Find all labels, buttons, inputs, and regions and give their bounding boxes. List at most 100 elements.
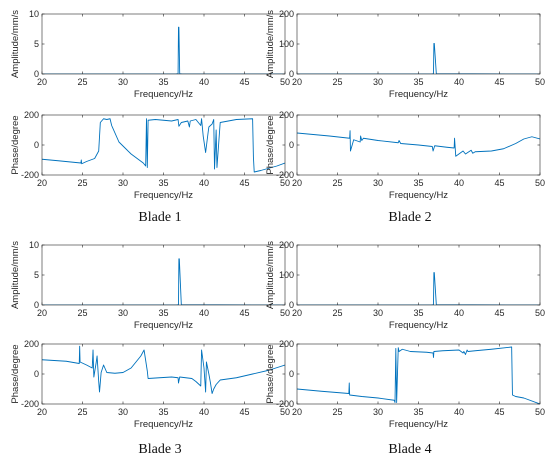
series-line-b4-amp [297, 272, 540, 305]
x-tick-label-b1-amp: 25 [77, 77, 87, 87]
x-tick-label-b3-phase: 45 [239, 407, 249, 417]
caption-blade-2: Blade 2 [388, 210, 431, 225]
x-tick-label-b3-phase: 30 [118, 407, 128, 417]
y-tick-label-b2-amp: 100 [279, 39, 294, 49]
x-tick-label-b3-amp: 35 [158, 308, 168, 318]
x-tick-label-b3-phase: 25 [77, 407, 87, 417]
plot-panels: 20 25 30 35 40 45 500510Frequency/HzAmplitude/… [10, 9, 545, 430]
x-tick-label-b2-phase: 30 [373, 178, 383, 188]
x-tick-label-b2-amp: 30 [373, 77, 383, 87]
x-tick-label-b4-phase: 35 [413, 407, 423, 417]
x-tick-label-b4-phase: 50 [535, 407, 545, 417]
x-axis-label-b2-amp: Frequency/Hz [389, 89, 448, 100]
y-tick-label-b3-phase: 0 [34, 369, 39, 379]
x-tick-label-b2-phase: 50 [535, 178, 545, 188]
panel-b2-amp: 20 25 30 35 40 45 50 0 100 200 Frequency/Hz Amplitu… [265, 9, 545, 100]
x-tick-label-b3-phase: 50 [280, 407, 290, 417]
y-tick-label-b1-phase: 200 [24, 110, 39, 120]
y-tick-label-b4-phase: -200 [276, 399, 294, 409]
y-tick-label-b4-amp: 100 [279, 270, 294, 280]
x-tick-label-b3-amp: 30 [118, 308, 128, 318]
y-axis-label-b4-phase: Phase/degree [265, 344, 276, 403]
x-tick-label-b2-amp: 25 [332, 77, 342, 87]
series-line-b4-phase [297, 346, 540, 404]
x-tick-label-b4-amp: 45 [494, 308, 504, 318]
y-tick-label-b2-amp: 200 [279, 9, 294, 19]
axes-box-b3-phase [41, 343, 286, 405]
x-tick-label-b3-phase: 20 [37, 407, 47, 417]
caption-blade-4: Blade 4 [388, 442, 431, 457]
x-tick-label-b1-amp: 40 [199, 77, 209, 87]
x-tick-label-b1-phase: 50 [280, 178, 290, 188]
y-tick-label-b2-amp: 0 [289, 69, 294, 79]
y-axis-label-b3-amp: Amplitude/mm/s [10, 241, 21, 309]
y-tick-label-b4-phase: 0 [289, 369, 294, 379]
y-tick-label-b3-phase: -200 [21, 399, 39, 409]
x-tick-label-b3-phase: 35 [158, 407, 168, 417]
x-tick-label-b1-phase: 40 [199, 178, 209, 188]
y-tick-label-b4-amp: 200 [279, 240, 294, 250]
x-tick-label-b1-amp: 20 [37, 77, 47, 87]
x-tick-label-b1-phase: 30 [118, 178, 128, 188]
x-tick-label-b2-amp: 45 [494, 77, 504, 87]
y-axis-label-b4-amp: Amplitude/mm/s [265, 241, 276, 309]
x-tick-label-b3-amp: 20 [37, 308, 47, 318]
x-tick-label-b1-amp: 30 [118, 77, 128, 87]
x-tick-label-b4-amp: 50 [535, 308, 545, 318]
x-tick-label-b3-amp: 25 [77, 308, 87, 318]
axes-box-b2-amp [296, 13, 541, 75]
y-axis-label-b2-phase: Phase/degree [265, 115, 276, 174]
x-tick-label-b4-amp: 35 [413, 308, 423, 318]
y-tick-label-b1-phase: 0 [34, 140, 39, 150]
series-line-b1-amp [42, 26, 285, 74]
x-tick-label-b2-amp: 50 [535, 77, 545, 87]
y-axis-label-b1-phase: Phase/degree [10, 115, 21, 174]
y-tick-label-b1-amp: 0 [34, 69, 39, 79]
panel-b4-phase: 20 25 30 35 40 45 50-2000200Frequency/HzPhase/… [265, 339, 545, 430]
x-tick-label-b4-amp: 40 [454, 308, 464, 318]
x-tick-label-b4-phase: 20 [292, 407, 302, 417]
y-tick-label-b1-phase: -200 [21, 170, 39, 180]
axes-box-b1-phase [41, 114, 286, 176]
x-tick-label-b4-phase: 25 [332, 407, 342, 417]
x-tick-label-b4-phase: 30 [373, 407, 383, 417]
x-tick-label-b2-amp: 20 [292, 77, 302, 87]
x-tick-label-b2-amp: 35 [413, 77, 423, 87]
x-tick-label-b4-amp: 20 [292, 308, 302, 318]
x-axis-label-b1-amp: Frequency/Hz [134, 89, 193, 100]
x-tick-label-b2-phase: 40 [454, 178, 464, 188]
y-axis-label-b2-amp: Amplitude/mm/s [265, 10, 276, 78]
x-tick-label-b3-phase: 40 [199, 407, 209, 417]
axes-box-b3-amp [41, 244, 286, 306]
panel-b4-amp: 20 25 30 35 40 45 500100200Frequency/HzAmplitu… [265, 240, 545, 331]
caption-blade-3: Blade 3 [138, 442, 181, 457]
x-tick-label-b1-phase: 25 [77, 178, 87, 188]
panel-b3-phase: 20 25 30 35 40 45 50 -200 0 200 Frequency/Hz Phase/… [10, 339, 290, 430]
x-axis-label-b1-phase: Frequency/Hz [134, 190, 193, 201]
panel-b3-amp: 20 25 30 35 40 45 50 0 5 10 Frequency/Hz Amplitude/… [10, 240, 290, 331]
axes-box-b4-phase [296, 343, 541, 405]
x-tick-label-b1-phase: 45 [239, 178, 249, 188]
y-tick-label-b2-phase: -200 [276, 170, 294, 180]
x-tick-label-b1-phase: 20 [37, 178, 47, 188]
y-tick-label-b3-phase: 200 [24, 339, 39, 349]
y-tick-label-b2-phase: 200 [279, 110, 294, 120]
x-axis-label-b2-phase: Frequency/Hz [389, 190, 448, 201]
series-line-b3-amp [42, 258, 285, 305]
caption-blade-1: Blade 1 [138, 210, 181, 225]
y-tick-label-b3-amp: 10 [29, 240, 39, 250]
x-axis-label-b4-amp: Frequency/Hz [389, 320, 448, 331]
y-tick-label-b1-amp: 10 [29, 9, 39, 19]
y-tick-label-b4-phase: 200 [279, 339, 294, 349]
panel-b1-amp: 20 25 30 35 40 45 50 0 5 10 Frequency/Hz Amplitude/… [10, 9, 290, 100]
y-tick-label-b3-amp: 0 [34, 300, 39, 310]
x-axis-label-b4-phase: Frequency/Hz [389, 419, 448, 430]
x-tick-label-b1-phase: 35 [158, 178, 168, 188]
series-line-b1-phase [42, 118, 285, 173]
x-tick-label-b1-amp: 45 [239, 77, 249, 87]
x-tick-label-b2-phase: 20 [292, 178, 302, 188]
x-tick-label-b2-phase: 25 [332, 178, 342, 188]
axes-box-b1-amp [41, 13, 286, 75]
x-tick-label-b2-amp: 40 [454, 77, 464, 87]
